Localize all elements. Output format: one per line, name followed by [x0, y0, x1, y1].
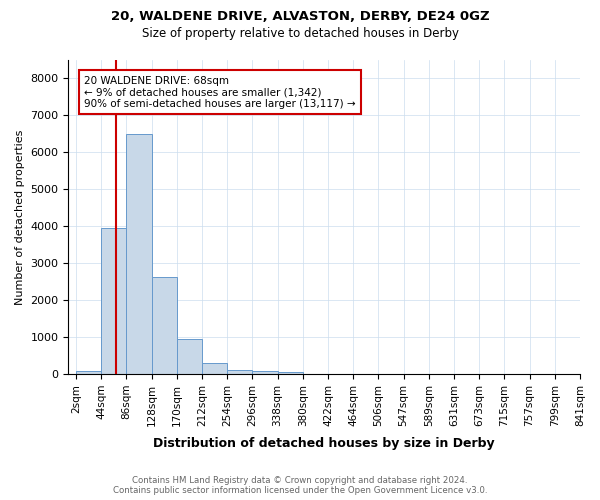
Y-axis label: Number of detached properties: Number of detached properties [15, 130, 25, 304]
Text: Contains HM Land Registry data © Crown copyright and database right 2024.
Contai: Contains HM Land Registry data © Crown c… [113, 476, 487, 495]
Bar [101, 228, 127, 374]
Bar [76, 372, 101, 374]
Bar [202, 362, 227, 374]
Text: Size of property relative to detached houses in Derby: Size of property relative to detached ho… [142, 28, 458, 40]
Bar [152, 277, 177, 374]
Bar [253, 370, 278, 374]
Bar [177, 338, 202, 374]
Bar [278, 372, 303, 374]
Bar [127, 134, 152, 374]
X-axis label: Distribution of detached houses by size in Derby: Distribution of detached houses by size … [154, 437, 495, 450]
Text: 20, WALDENE DRIVE, ALVASTON, DERBY, DE24 0GZ: 20, WALDENE DRIVE, ALVASTON, DERBY, DE24… [110, 10, 490, 23]
Bar [227, 370, 253, 374]
Text: 20 WALDENE DRIVE: 68sqm
← 9% of detached houses are smaller (1,342)
90% of semi-: 20 WALDENE DRIVE: 68sqm ← 9% of detached… [84, 76, 355, 109]
